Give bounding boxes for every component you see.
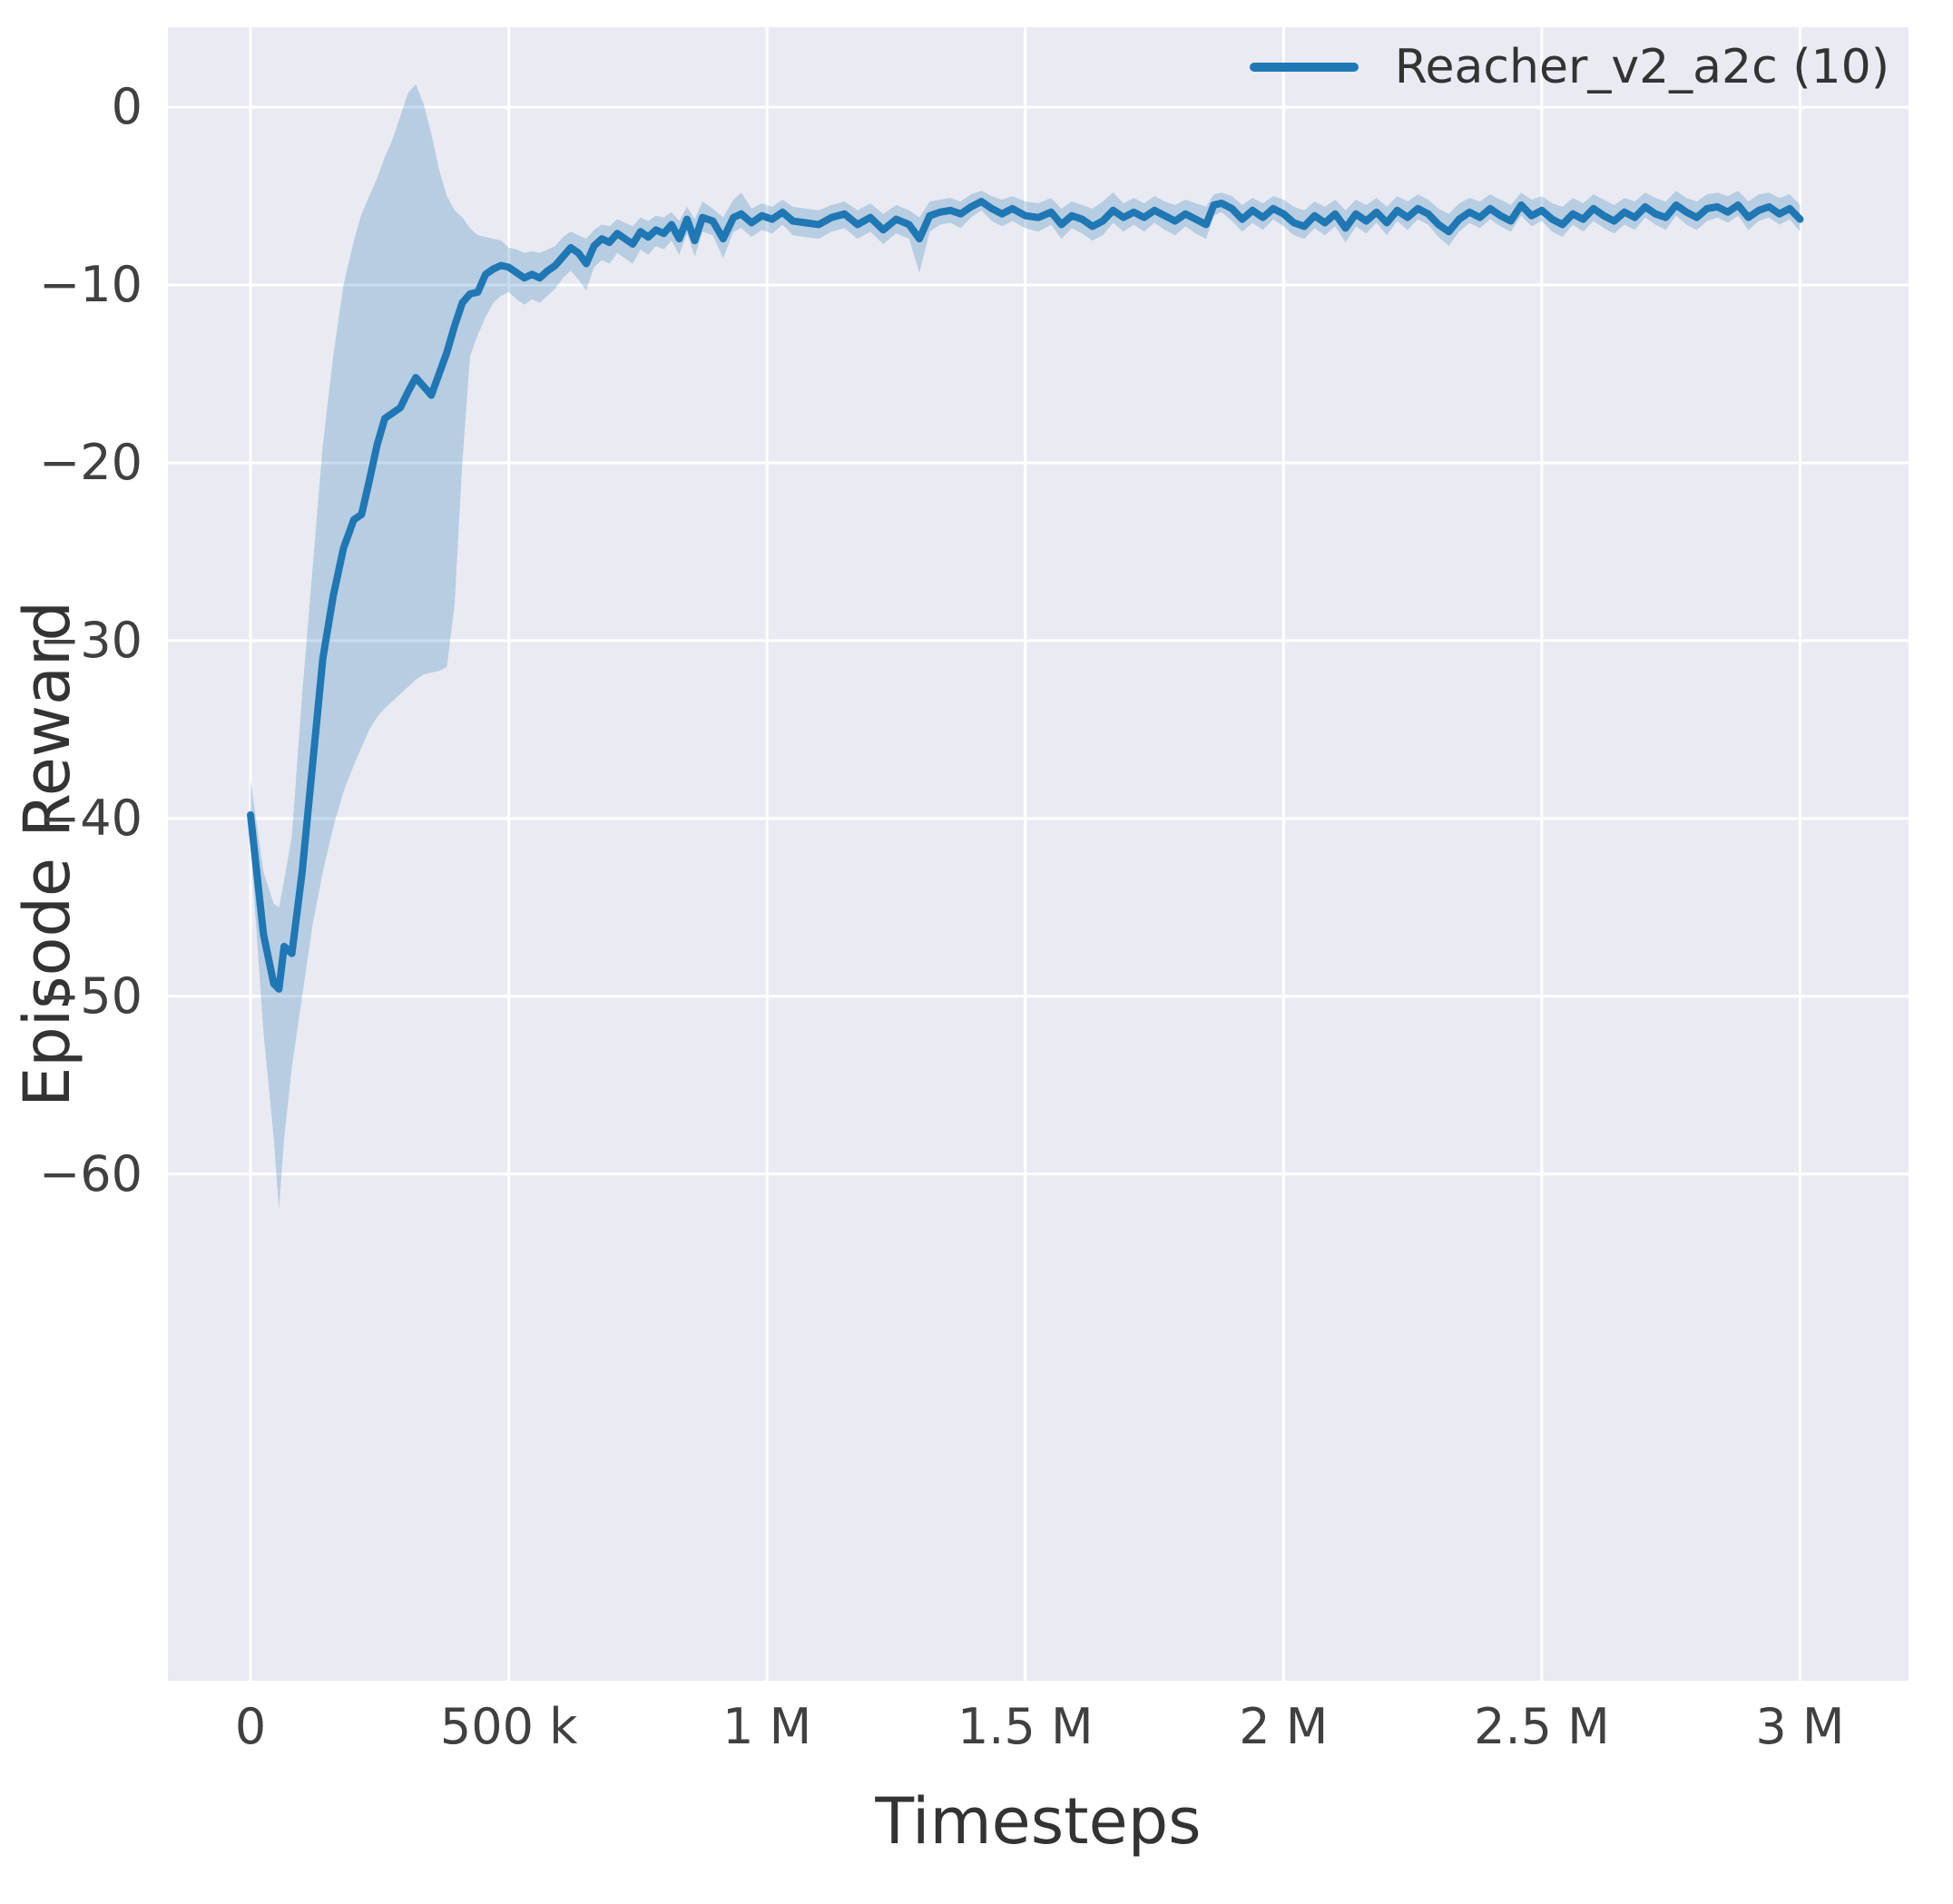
x-tick-label: 500 k xyxy=(439,1698,578,1755)
y-tick-label: −60 xyxy=(39,1144,142,1202)
x-axis-label: Timesteps xyxy=(875,1784,1202,1859)
y-tick-label: −10 xyxy=(39,256,142,314)
x-tick-label: 2.5 M xyxy=(1474,1698,1610,1755)
y-tick-label: −40 xyxy=(39,789,142,847)
gridlines xyxy=(168,27,1909,1681)
x-tick-label: 2 M xyxy=(1239,1698,1329,1755)
x-tick-label: 1 M xyxy=(722,1698,812,1755)
y-tick-label: −20 xyxy=(39,433,142,491)
y-axis-label: Episode Reward xyxy=(10,601,84,1107)
y-tick-label: −50 xyxy=(39,967,142,1025)
legend-label: Reacher_v2_a2c (10) xyxy=(1394,40,1889,94)
legend[interactable]: Reacher_v2_a2c (10) xyxy=(1249,40,1889,94)
x-tick-label: 0 xyxy=(234,1698,267,1755)
plot-background xyxy=(168,27,1909,1681)
legend-line-sample-icon xyxy=(1249,63,1359,72)
x-tick-label: 3 M xyxy=(1755,1698,1845,1755)
x-tick-label: 1.5 M xyxy=(957,1698,1094,1755)
y-tick-label: 0 xyxy=(111,78,142,136)
mean-line xyxy=(247,197,1804,993)
y-tick-label: −30 xyxy=(39,611,142,669)
confidence-band xyxy=(250,83,1801,1210)
